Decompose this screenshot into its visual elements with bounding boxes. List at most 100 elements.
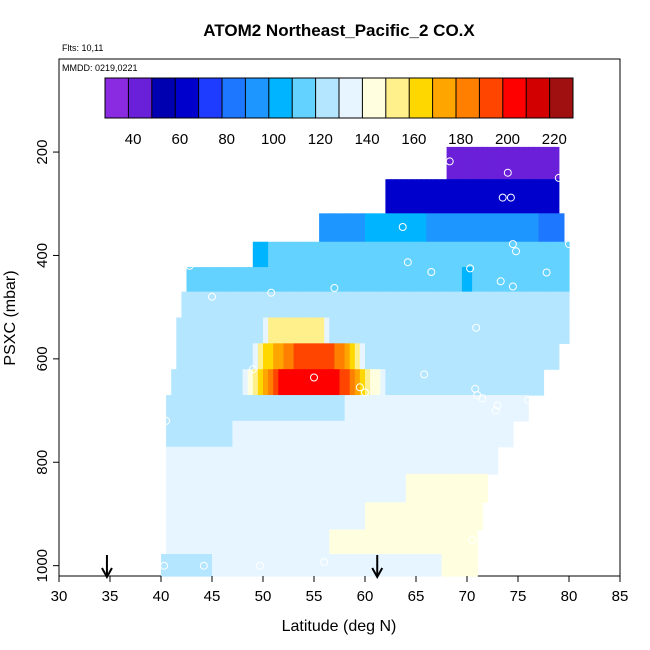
heatmap-cell xyxy=(502,267,509,293)
heatmap-cell xyxy=(375,395,381,422)
heatmap-cell xyxy=(482,267,488,293)
heatmap-cell xyxy=(518,291,524,319)
heatmap-cell xyxy=(436,291,443,319)
heatmap-cell xyxy=(186,446,193,475)
heatmap-cell xyxy=(497,213,504,243)
heatmap-cell xyxy=(375,369,381,396)
heatmap-cell xyxy=(334,267,341,293)
heatmap-cell xyxy=(497,267,504,293)
heatmap-cell xyxy=(222,317,228,344)
heatmap-cell xyxy=(273,291,279,319)
heatmap-cell xyxy=(278,502,284,531)
heatmap-cell xyxy=(487,213,494,243)
heatmap-cell xyxy=(400,395,407,422)
heatmap-cell xyxy=(268,241,274,268)
heatmap-cell xyxy=(217,554,223,577)
heatmap-cell xyxy=(308,241,315,268)
heatmap-cell xyxy=(416,395,422,422)
heatmap-cell xyxy=(477,179,483,214)
heatmap-cell xyxy=(405,241,412,268)
heatmap-cell xyxy=(324,213,330,243)
sample-point xyxy=(554,173,563,182)
heatmap-cell xyxy=(298,369,305,396)
heatmap-cell xyxy=(283,529,290,555)
heatmap-cell xyxy=(477,420,483,448)
colorbar-frame xyxy=(104,77,574,119)
heatmap-cell xyxy=(385,179,392,214)
colorbar-swatch xyxy=(409,78,433,118)
heatmap-cell xyxy=(273,529,279,555)
heatmap-cell xyxy=(451,529,458,555)
heatmap-cell xyxy=(410,554,417,577)
heatmap-cell xyxy=(426,213,432,243)
heatmap-cell xyxy=(303,473,310,503)
heatmap-cell xyxy=(436,395,443,422)
heatmap-cell xyxy=(487,343,494,370)
heatmap-cell xyxy=(288,317,295,344)
heatmap-cell xyxy=(201,395,208,422)
heatmap-cell xyxy=(232,291,239,319)
heatmap-cell xyxy=(324,241,330,268)
heatmap-cell xyxy=(191,554,198,577)
heatmap-cell xyxy=(446,241,453,268)
heatmap-cell xyxy=(436,241,443,268)
heatmap-cell xyxy=(365,446,371,475)
heatmap-cell xyxy=(472,343,478,370)
heatmap-cell xyxy=(426,529,432,555)
heatmap-cell xyxy=(349,420,356,448)
heatmap-cell xyxy=(421,554,427,577)
heatmap-cell xyxy=(405,446,412,475)
sample-point xyxy=(160,561,169,570)
heatmap-cell xyxy=(390,241,397,268)
heatmap-cell xyxy=(461,241,468,268)
heatmap-cell xyxy=(482,395,488,422)
heatmap-cell xyxy=(380,446,386,475)
heatmap-cell xyxy=(400,317,407,344)
heatmap-cell xyxy=(222,369,228,396)
heatmap-cell xyxy=(227,420,233,448)
heatmap-cell xyxy=(538,179,545,214)
heatmap-cell xyxy=(456,473,463,503)
heatmap-cell xyxy=(278,291,284,319)
heatmap-cell xyxy=(446,420,453,448)
heatmap-cell xyxy=(456,179,463,214)
heatmap-cell xyxy=(492,146,499,180)
heatmap-cell xyxy=(461,317,468,344)
heatmap-cell xyxy=(451,554,458,577)
heatmap-cell xyxy=(563,317,570,344)
heatmap-cell xyxy=(293,291,300,319)
flight-arrowhead xyxy=(371,567,384,580)
heatmap-cell xyxy=(293,554,300,577)
heatmap-cell xyxy=(390,554,397,577)
heatmap-cell xyxy=(217,267,223,293)
heatmap-cell xyxy=(252,241,259,268)
heatmap-cell xyxy=(191,291,198,319)
heatmap-cell xyxy=(319,291,325,319)
heatmap-cell xyxy=(472,179,478,214)
heatmap-cell xyxy=(441,395,448,422)
heatmap-cell xyxy=(303,529,310,555)
heatmap-cell xyxy=(461,529,468,555)
heatmap-cell xyxy=(344,267,351,293)
heatmap-cell xyxy=(181,291,188,319)
heatmap-cell xyxy=(467,213,473,243)
sample-point xyxy=(524,396,533,405)
heatmap-cell xyxy=(283,241,290,268)
heatmap-cell xyxy=(201,529,208,555)
heatmap-cell xyxy=(467,241,473,268)
heatmap-cell xyxy=(533,291,539,319)
heatmap-cell xyxy=(314,420,320,448)
heatmap-cell xyxy=(324,502,330,531)
heatmap-cell xyxy=(186,291,193,319)
heatmap-cell xyxy=(329,241,335,268)
heatmap-cell xyxy=(237,502,244,531)
heatmap-cell xyxy=(349,241,356,268)
colorbar-swatch xyxy=(339,78,363,118)
heatmap-cell xyxy=(451,317,458,344)
heatmap-cell xyxy=(222,529,228,555)
heatmap-cell xyxy=(293,369,300,396)
heatmap-cell xyxy=(359,369,366,396)
heatmap-cell xyxy=(186,317,193,344)
heatmap-cell xyxy=(451,369,458,396)
heatmap-cell xyxy=(380,473,386,503)
